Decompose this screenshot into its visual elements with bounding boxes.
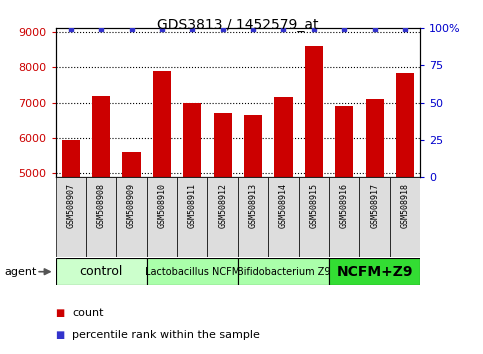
Bar	[396, 73, 414, 177]
Text: GSM508908: GSM508908	[97, 183, 106, 228]
Text: NCFM+Z9: NCFM+Z9	[336, 265, 413, 279]
Text: agent: agent	[5, 267, 37, 277]
Bar	[147, 258, 238, 285]
Text: GSM508914: GSM508914	[279, 183, 288, 228]
Text: GSM508916: GSM508916	[340, 183, 349, 228]
Text: Lactobacillus NCFM: Lactobacillus NCFM	[145, 267, 240, 277]
Bar	[335, 106, 354, 177]
Bar	[238, 177, 268, 257]
Text: GSM508907: GSM508907	[66, 183, 75, 228]
Text: count: count	[72, 308, 104, 318]
Bar	[62, 140, 80, 177]
Text: Bifidobacterium Z9: Bifidobacterium Z9	[237, 267, 330, 277]
Bar	[305, 46, 323, 177]
Bar	[56, 258, 147, 285]
Text: percentile rank within the sample: percentile rank within the sample	[72, 330, 260, 339]
Text: GSM508917: GSM508917	[370, 183, 379, 228]
Bar	[274, 97, 293, 177]
Text: GSM508909: GSM508909	[127, 183, 136, 228]
Bar	[298, 177, 329, 257]
Text: GSM508918: GSM508918	[400, 183, 410, 228]
Bar	[86, 177, 116, 257]
Text: GSM508915: GSM508915	[309, 183, 318, 228]
Bar	[390, 177, 420, 257]
Bar	[122, 152, 141, 177]
Text: control: control	[79, 265, 123, 278]
Text: GSM508911: GSM508911	[188, 183, 197, 228]
Bar	[116, 177, 147, 257]
Text: GSM508913: GSM508913	[249, 183, 257, 228]
Bar	[329, 177, 359, 257]
Bar	[268, 177, 298, 257]
Bar	[208, 177, 238, 257]
Text: GSM508910: GSM508910	[157, 183, 167, 228]
Bar	[147, 177, 177, 257]
Text: GDS3813 / 1452579_at: GDS3813 / 1452579_at	[157, 18, 319, 32]
Bar	[238, 258, 329, 285]
Bar	[92, 96, 110, 177]
Bar	[153, 71, 171, 177]
Bar	[329, 258, 420, 285]
Bar	[56, 177, 86, 257]
Bar	[177, 177, 208, 257]
Bar	[213, 113, 232, 177]
Bar	[183, 103, 201, 177]
Text: GSM508912: GSM508912	[218, 183, 227, 228]
Bar	[359, 177, 390, 257]
Text: ■: ■	[56, 330, 65, 339]
Bar	[244, 115, 262, 177]
Text: ■: ■	[56, 308, 65, 318]
Bar	[366, 99, 384, 177]
